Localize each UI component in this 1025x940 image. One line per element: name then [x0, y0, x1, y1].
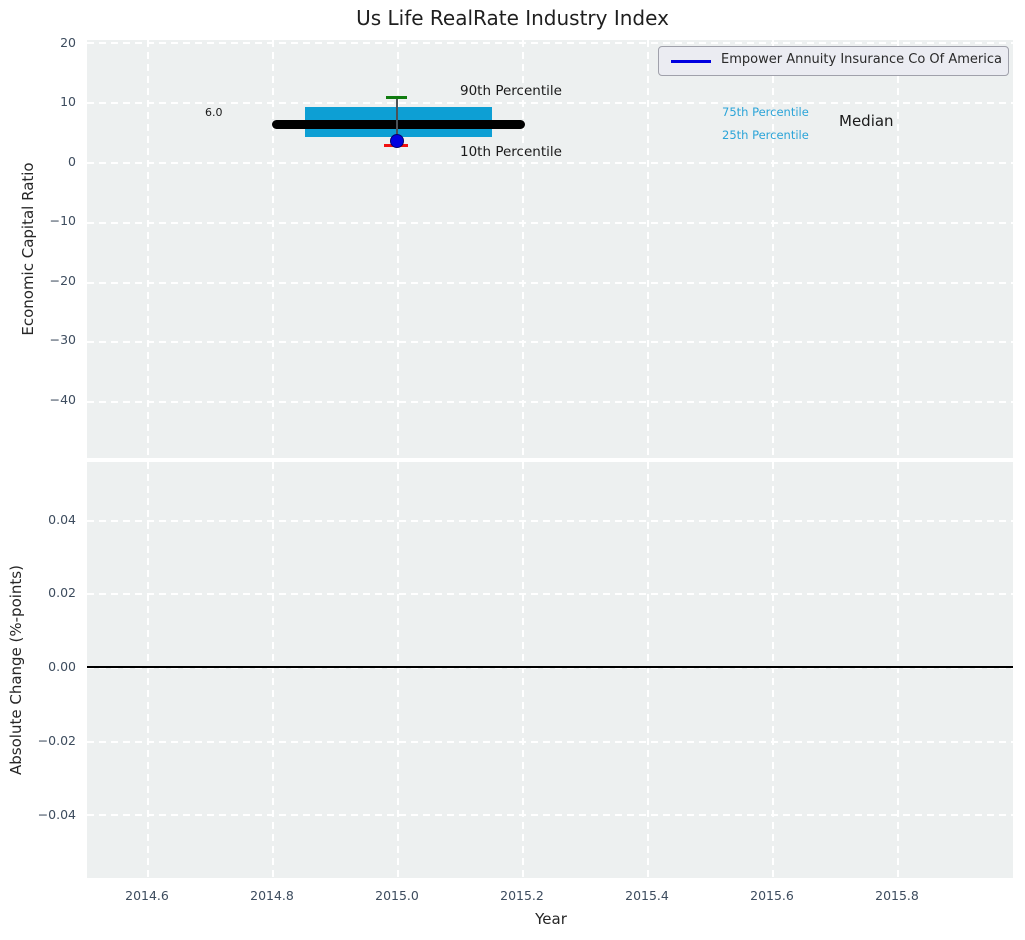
- legend: Empower Annuity Insurance Co Of America: [658, 46, 1009, 76]
- gridline-vertical: [522, 40, 524, 458]
- xtick: 2015.0: [375, 888, 419, 903]
- ytick-top: −30: [49, 332, 76, 347]
- p75-label: 75th Percentile: [722, 105, 809, 119]
- gridline-horizontal: [87, 102, 1013, 104]
- gridline-vertical: [897, 40, 899, 458]
- gridline-vertical: [147, 462, 149, 878]
- gridline-vertical: [272, 40, 274, 458]
- gridline-vertical: [397, 462, 399, 878]
- gridline-horizontal: [87, 341, 1013, 343]
- median-value-label: 6.0: [205, 106, 223, 119]
- p10-label: 10th Percentile: [460, 144, 562, 160]
- median-line: [272, 120, 525, 129]
- gridline-horizontal: [87, 282, 1013, 284]
- gridline-horizontal: [87, 222, 1013, 224]
- ytick-top: −10: [49, 213, 76, 228]
- company-value-marker: [390, 134, 404, 148]
- p90-cap: [386, 96, 407, 99]
- top-y-axis-label: Economic Capital Ratio: [19, 162, 37, 336]
- p25-label: 25th Percentile: [722, 128, 809, 142]
- xtick: 2015.2: [500, 888, 544, 903]
- top-plot-area: 6.0 90th Percentile 10th Percentile 75th…: [87, 40, 1013, 458]
- ytick-bottom: 0.00: [48, 659, 76, 674]
- ytick-bottom: −0.04: [37, 807, 76, 822]
- bottom-plot-area: [87, 462, 1013, 878]
- ytick-top: −40: [49, 392, 76, 407]
- gridline-horizontal: [87, 42, 1013, 44]
- gridline-vertical: [772, 462, 774, 878]
- ytick-top: −20: [49, 273, 76, 288]
- ytick-top: 10: [60, 94, 76, 109]
- gridline-horizontal: [87, 814, 1013, 816]
- ytick-top: 20: [60, 35, 76, 50]
- whisker-line: [396, 97, 398, 145]
- x-axis-label: Year: [535, 910, 567, 928]
- legend-entry-label: Empower Annuity Insurance Co Of America: [721, 52, 1002, 67]
- gridline-vertical: [397, 40, 399, 458]
- xtick: 2015.8: [875, 888, 919, 903]
- xtick: 2014.6: [125, 888, 169, 903]
- ytick-bottom: 0.02: [48, 585, 76, 600]
- gridline-vertical: [147, 40, 149, 458]
- gridline-vertical: [272, 462, 274, 878]
- gridline-vertical: [897, 462, 899, 878]
- ytick-bottom: −0.02: [37, 733, 76, 748]
- zero-reference-line: [87, 666, 1013, 668]
- gridline-horizontal: [87, 593, 1013, 595]
- ytick-top: 0: [68, 154, 76, 169]
- median-label: Median: [839, 112, 894, 130]
- gridline-vertical: [647, 462, 649, 878]
- p90-label: 90th Percentile: [460, 83, 562, 99]
- bottom-y-axis-label: Absolute Change (%-points): [7, 565, 25, 775]
- gridline-vertical: [647, 40, 649, 458]
- gridline-horizontal: [87, 667, 1013, 669]
- xtick: 2015.4: [625, 888, 669, 903]
- chart-title: Us Life RealRate Industry Index: [356, 6, 669, 30]
- xtick: 2014.8: [250, 888, 294, 903]
- gridline-horizontal: [87, 401, 1013, 403]
- gridline-horizontal: [87, 741, 1013, 743]
- ytick-bottom: 0.04: [48, 512, 76, 527]
- legend-line-sample: [671, 60, 711, 63]
- gridline-vertical: [772, 40, 774, 458]
- gridline-vertical: [522, 462, 524, 878]
- xtick: 2015.6: [750, 888, 794, 903]
- gridline-horizontal: [87, 520, 1013, 522]
- gridline-horizontal: [87, 162, 1013, 164]
